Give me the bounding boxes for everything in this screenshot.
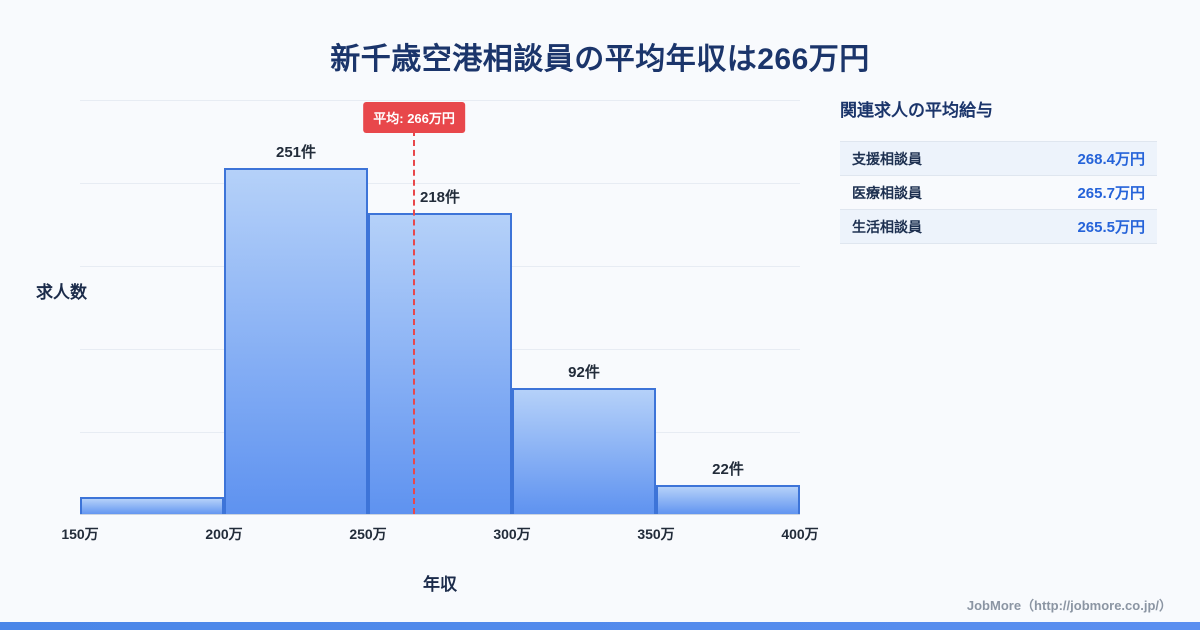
bar-rect: [656, 484, 800, 515]
histogram-bar: 22件: [656, 100, 800, 515]
x-tick-label: 200万: [205, 526, 243, 542]
bar-rect: [80, 497, 224, 515]
related-jobs-table: 支援相談員 268.4万円医療相談員 265.7万円生活相談員 265.5万円: [840, 141, 1157, 244]
related-job-row: 支援相談員 268.4万円: [840, 142, 1157, 176]
job-salary: 268.4万円: [1077, 151, 1145, 168]
x-tick-label: 250万: [349, 526, 387, 542]
bar-rect: [368, 213, 512, 515]
gridline: [80, 183, 800, 184]
page-title: 新千歳空港相談員の平均年収は266万円: [330, 43, 870, 76]
related-job-row: 医療相談員 265.7万円: [840, 176, 1157, 210]
histogram-bar: 92件: [512, 100, 656, 515]
panel-heading: 関連求人の平均給与: [840, 101, 993, 120]
salary-histogram: 251件 218件 92件 22件 平均: 266万円 150万 200万 250万 300…: [61, 100, 819, 542]
x-tick-label: 150万: [61, 526, 99, 542]
footer-credit: JobMore（http://jobmore.co.jp/）: [966, 598, 1172, 613]
x-tick-label: 350万: [637, 526, 675, 542]
bar-value-label: 251件: [275, 143, 317, 161]
related-jobs-panel: 関連求人の平均給与 支援相談員 268.4万円医療相談員 265.7万円生活相談員 2…: [840, 96, 1157, 244]
job-name: 支援相談員: [852, 150, 922, 167]
job-name: 医療相談員: [852, 184, 922, 201]
related-job-row: 生活相談員 265.5万円: [840, 210, 1157, 244]
average-badge: 平均: 266万円: [363, 102, 465, 133]
histogram-bar: 218件: [368, 100, 512, 515]
x-axis-ticks: 150万 200万 250万 300万 350万 400万: [61, 515, 818, 545]
histogram-bar: [80, 100, 224, 515]
x-axis-line: [80, 514, 800, 515]
histogram-bars: 251件 218件 92件 22件: [80, 100, 800, 515]
job-name: 生活相談員: [852, 218, 922, 235]
x-tick-label: 300万: [493, 526, 531, 542]
bar-rect: [512, 387, 656, 515]
job-salary: 265.5万円: [1077, 219, 1145, 236]
y-axis-label: 求人数: [36, 283, 87, 302]
bar-value-label: 218件: [419, 189, 461, 207]
histogram-bar: 251件: [224, 100, 368, 515]
x-axis-label: 年収: [423, 575, 457, 594]
bar-value-label: 22件: [712, 460, 744, 478]
job-salary: 265.7万円: [1077, 185, 1145, 202]
bar-rect: [224, 167, 368, 515]
bar-value-label: 92件: [568, 363, 600, 381]
x-tick-label: 400万: [781, 526, 819, 542]
average-line: [413, 130, 416, 514]
bottom-accent-strip: [0, 622, 1200, 630]
gridline: [80, 100, 800, 101]
